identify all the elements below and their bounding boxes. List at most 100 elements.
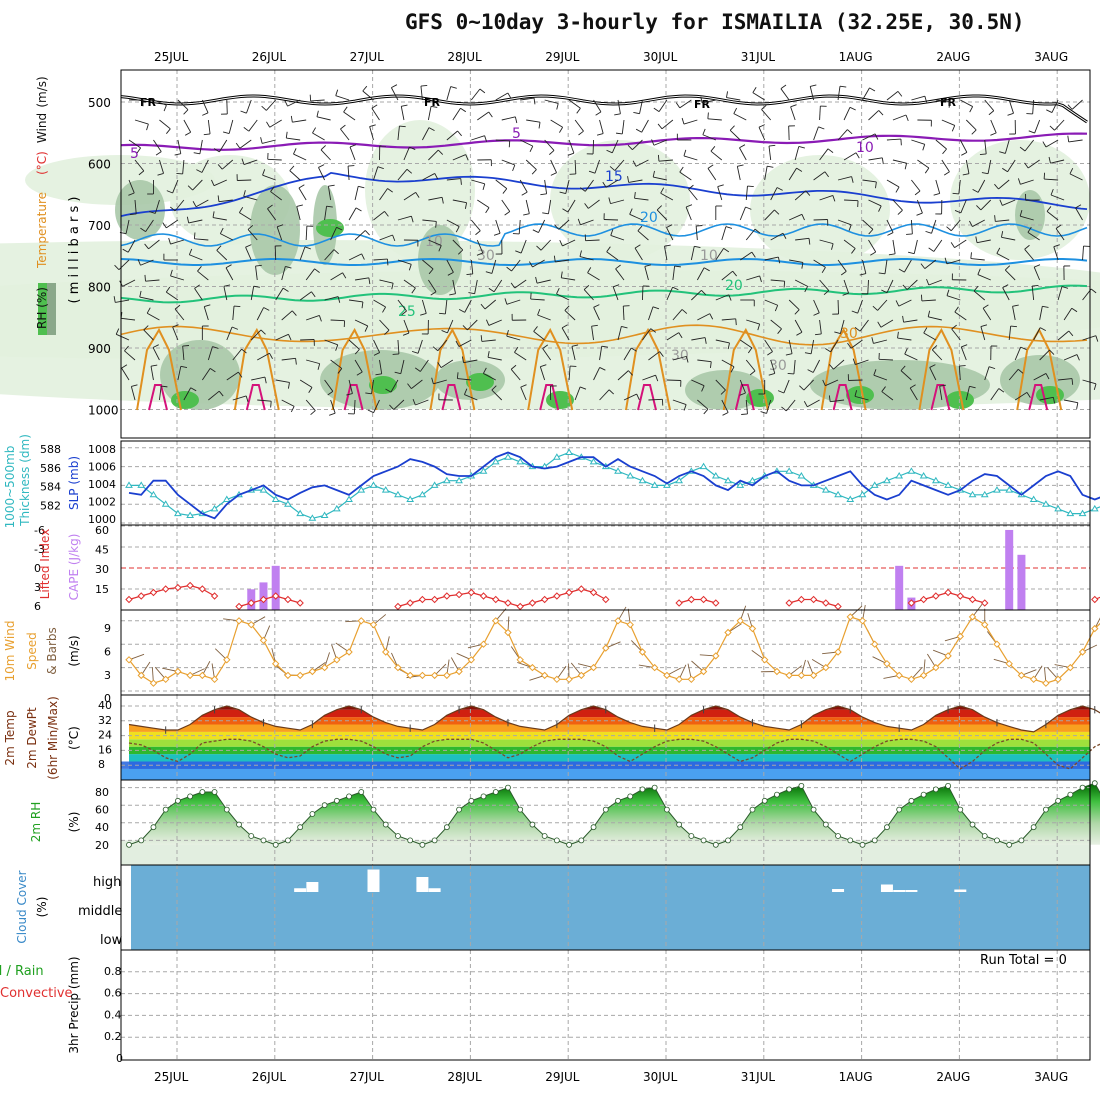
wind-barb — [184, 110, 188, 115]
wind10-ylabel: 10m Wind — [3, 621, 17, 682]
contour-label: 5 — [130, 146, 139, 162]
wind-barb — [708, 165, 713, 169]
li-point — [126, 597, 132, 603]
rh-point — [505, 785, 510, 790]
wind-barb — [223, 132, 229, 134]
wind-barb — [1055, 120, 1065, 130]
wind-barb — [229, 120, 233, 134]
wind-barb — [898, 210, 903, 214]
slp-ylabel: SLP (mb) — [67, 456, 81, 510]
wind-barb — [970, 107, 973, 113]
wind-barb — [658, 124, 662, 129]
rh-shading — [750, 155, 890, 265]
upper-ylabel-mb: ( m i l l i b a r s ) — [67, 197, 82, 304]
wind10-point — [921, 672, 927, 678]
wind-barb — [557, 103, 559, 109]
wind-barb — [741, 414, 747, 415]
wind-barb — [844, 107, 850, 120]
wind-barb — [925, 168, 929, 173]
rh-point — [273, 842, 278, 847]
wind-barb — [726, 227, 732, 229]
wind-barb — [676, 103, 680, 108]
wind-barb — [471, 136, 484, 140]
date-label-top: 2AUG — [936, 50, 970, 64]
rh-point — [713, 842, 718, 847]
slp-tick: 1002 — [88, 496, 116, 509]
rh-point — [249, 834, 254, 839]
wind10-point — [1031, 676, 1037, 682]
date-label-bottom: 27JUL — [350, 1070, 385, 1084]
wind-barb — [244, 127, 249, 131]
cloud-high-bar — [905, 890, 917, 892]
rh-point — [787, 787, 792, 792]
wind-barb — [960, 140, 967, 152]
wind-barb — [929, 248, 934, 252]
rh-point — [200, 790, 205, 795]
li-point — [1092, 597, 1098, 603]
rh-point — [310, 812, 315, 817]
rh-point — [1092, 781, 1097, 786]
wind-barb — [850, 107, 856, 110]
wind-barb — [293, 154, 306, 160]
wind-barb — [539, 220, 545, 233]
wind-barb — [340, 129, 349, 140]
rh-point — [530, 822, 535, 827]
wind-barb — [642, 120, 649, 132]
wind-barb — [684, 150, 686, 156]
wind-barb — [1029, 131, 1035, 133]
wind-barb — [175, 154, 181, 155]
wind-barb — [1083, 246, 1084, 260]
wind-barb — [156, 152, 161, 156]
cloud-tick: middle — [78, 904, 122, 919]
pressure-tick: 500 — [88, 96, 111, 110]
wind10-point — [591, 665, 597, 671]
li-point — [676, 600, 682, 606]
wind-barb — [708, 168, 716, 180]
wind10-point — [1043, 680, 1049, 686]
wind-barb — [293, 148, 296, 154]
wind10-point — [358, 618, 364, 624]
wind-barb — [911, 220, 912, 234]
wind-barb — [166, 220, 178, 228]
wind-barb — [194, 233, 195, 239]
cloud-high-bar — [881, 885, 893, 893]
contour-label: 30 — [840, 326, 858, 342]
rh-point — [359, 790, 364, 795]
date-label-top: 28JUL — [447, 50, 482, 64]
rh-point — [542, 834, 547, 839]
cloud-ylabel-unit: (%) — [35, 897, 49, 918]
wind-barb — [458, 131, 462, 136]
wind-barb — [893, 240, 895, 254]
rh-point — [1019, 838, 1024, 843]
wind10-point — [615, 618, 621, 624]
wind-barb — [530, 146, 533, 152]
contour-label: 30 — [477, 248, 495, 264]
wind-barb — [961, 152, 967, 155]
cape-tick: 45 — [95, 544, 109, 557]
wind-barb — [911, 180, 920, 191]
wind-barb — [911, 96, 924, 100]
wind-barb — [344, 112, 355, 120]
wind-barb — [350, 147, 355, 160]
rh-point — [432, 838, 437, 843]
wind-barb — [234, 306, 240, 307]
li-point — [603, 597, 609, 603]
wind-barb — [784, 281, 785, 287]
contour-label: 20 — [640, 210, 658, 226]
wind-barb — [684, 156, 697, 160]
wind-barb — [401, 105, 407, 106]
cloud-high-bar — [429, 888, 441, 892]
wind-barb — [887, 180, 899, 187]
wind-barb — [662, 120, 673, 129]
rh-point — [261, 838, 266, 843]
contour-label: FR — [140, 96, 157, 109]
wind-barb — [534, 98, 535, 104]
rh-point — [836, 834, 841, 839]
rh-point — [383, 822, 388, 827]
precip-ylabel-total: Total / Rain — [0, 964, 44, 979]
wind-barb — [519, 220, 520, 234]
date-label-bottom: 31JUL — [741, 1070, 776, 1084]
wind10-point — [212, 676, 218, 682]
wind-barb — [551, 120, 563, 127]
rh-point — [933, 787, 938, 792]
